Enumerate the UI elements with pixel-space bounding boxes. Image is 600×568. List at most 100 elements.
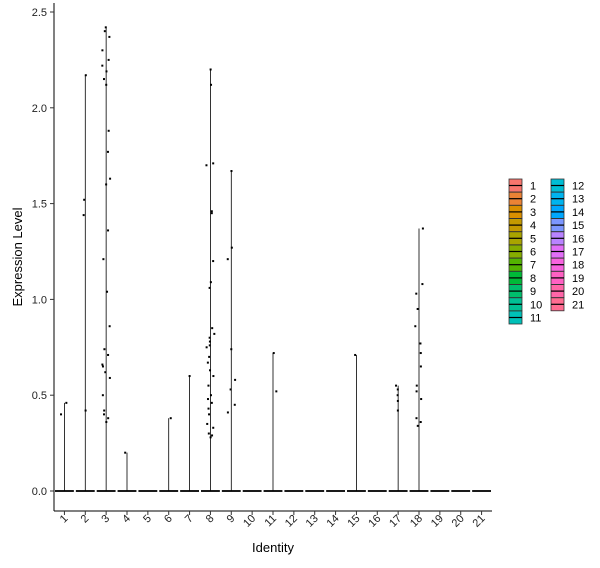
legend-item-11: 11 <box>508 310 541 325</box>
data-point <box>106 150 109 153</box>
x-tick-label: 17 <box>387 513 404 530</box>
y-axis: 0.0 0.5 1.0 1.5 2.0 2.5 <box>32 3 55 511</box>
data-point <box>230 246 233 249</box>
data-point <box>104 371 107 374</box>
legend-label: 10 <box>530 299 542 311</box>
y-axis-title: Expression Level <box>10 207 25 306</box>
legend-item-6: 6 <box>508 244 536 259</box>
data-point <box>108 325 111 328</box>
data-point <box>206 361 209 364</box>
data-point <box>419 352 422 355</box>
data-point <box>109 177 112 180</box>
x-tick-label: 12 <box>283 513 300 530</box>
legend-item-16: 16 <box>550 231 584 245</box>
data-point <box>229 388 232 391</box>
data-point <box>105 83 108 86</box>
data-point <box>212 426 215 429</box>
violin-16 <box>367 490 387 492</box>
x-tick-label: 10 <box>241 513 258 530</box>
data-point <box>419 365 422 368</box>
data-point <box>60 413 63 416</box>
y-tick-label: 2.0 <box>32 103 47 115</box>
legend-label: 6 <box>530 247 536 259</box>
legend-item-7: 7 <box>508 257 536 272</box>
legend-item-20: 20 <box>550 284 584 298</box>
legend-label: 1 <box>530 181 536 193</box>
legend-item-1: 1 <box>508 178 536 193</box>
violin-3 <box>96 26 116 492</box>
violin-10 <box>242 490 262 492</box>
data-point <box>415 292 418 295</box>
legend-label: 14 <box>572 207 584 219</box>
data-point <box>212 260 215 263</box>
violin-15 <box>347 353 366 492</box>
data-point <box>103 30 106 33</box>
data-point <box>188 375 191 378</box>
x-tick-label: 21 <box>471 513 488 530</box>
data-point <box>419 421 422 424</box>
data-point <box>103 413 106 416</box>
x-tick-label: 14 <box>325 513 342 530</box>
violin-1 <box>55 401 74 492</box>
data-point <box>101 64 104 67</box>
data-point <box>396 399 399 402</box>
data-point <box>226 258 229 261</box>
data-point <box>209 281 212 284</box>
violin-12 <box>284 490 304 492</box>
legend-item-3: 3 <box>508 204 536 219</box>
data-point <box>211 434 214 437</box>
violin-21 <box>472 490 491 492</box>
data-point <box>208 336 211 339</box>
data-point <box>207 432 210 435</box>
data-point <box>396 409 399 412</box>
data-point <box>84 74 87 77</box>
violin-4 <box>117 451 137 492</box>
data-point <box>233 403 236 406</box>
x-tick-label: 11 <box>263 513 280 530</box>
data-point <box>419 342 422 345</box>
data-point <box>226 411 229 414</box>
data-point <box>107 229 110 232</box>
legend-label: 5 <box>530 233 536 245</box>
data-point <box>421 283 424 286</box>
data-point <box>101 394 104 397</box>
data-point <box>207 407 210 410</box>
data-point <box>169 417 172 420</box>
violin-base <box>305 490 325 492</box>
data-point <box>206 398 209 401</box>
y-tick-label: 1.5 <box>32 199 47 211</box>
data-point <box>213 332 216 335</box>
violin-base <box>430 490 450 492</box>
data-point <box>101 363 104 366</box>
legend-label: 19 <box>572 273 584 285</box>
legend-label: 18 <box>572 260 584 272</box>
violin-19 <box>430 490 450 492</box>
data-point <box>209 394 212 397</box>
data-point <box>415 384 418 387</box>
data-point <box>272 352 275 355</box>
data-point <box>212 162 215 165</box>
data-point <box>102 258 105 261</box>
legend-item-18: 18 <box>550 257 584 272</box>
violin-5 <box>138 490 158 492</box>
data-point <box>421 227 424 230</box>
data-point <box>105 421 108 424</box>
data-point <box>210 401 213 404</box>
data-point <box>414 325 417 328</box>
data-point <box>84 409 87 412</box>
x-axis: 1 2 3 4 5 6 7 8 9 10 11 12 13 14 15 16 17 18 19 20 21 <box>54 510 492 530</box>
data-point <box>209 369 212 372</box>
data-point <box>275 390 278 393</box>
data-point <box>106 290 109 293</box>
legend-item-10: 10 <box>508 297 542 311</box>
data-point <box>208 413 211 416</box>
data-point <box>396 394 399 397</box>
legend-item-13: 13 <box>550 191 584 206</box>
violin-8 <box>201 68 220 492</box>
data-point <box>107 353 110 356</box>
data-point <box>416 424 419 427</box>
violin-13 <box>305 490 325 492</box>
violin-2 <box>75 74 95 492</box>
legend-item-5: 5 <box>508 231 536 245</box>
